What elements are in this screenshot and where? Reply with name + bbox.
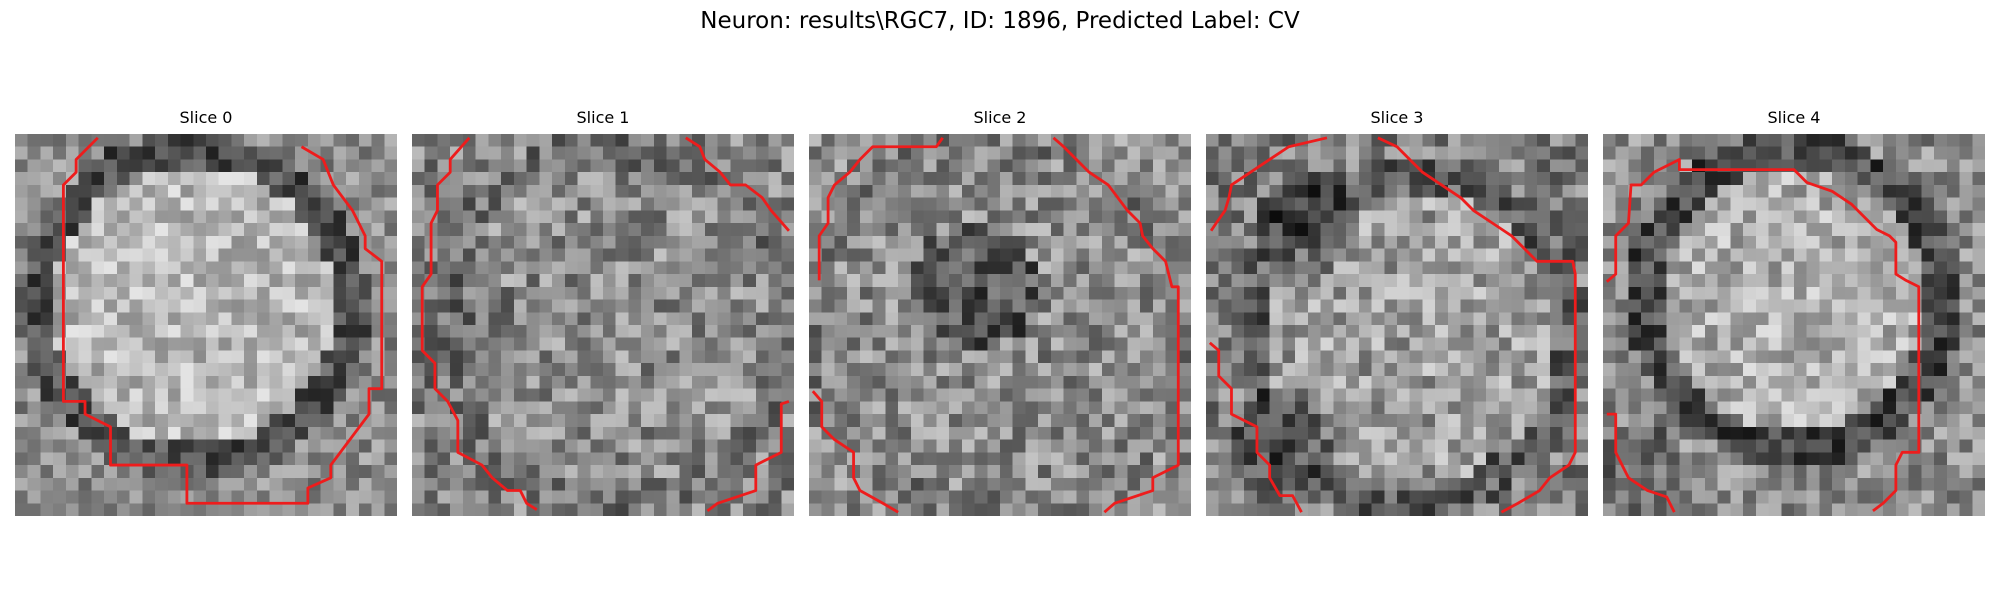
slice-pixels-4 [1603,134,1985,516]
slice-image-4 [1603,134,1985,516]
slice-pixels-3 [1206,134,1588,516]
contour-line [1377,136,1577,514]
contour-overlay-0 [61,136,384,505]
slice-title-1: Slice 1 [576,108,630,127]
slice-title-2: Slice 2 [973,108,1027,127]
contour-line [1605,158,1921,513]
slice-image-2 [809,134,1191,516]
contour-line [420,136,538,511]
slice-image-0 [15,134,397,516]
slice-image-3 [1206,134,1588,516]
slice-title-0: Slice 0 [179,108,233,127]
contour-line [685,136,790,232]
contour-line [1208,341,1303,513]
slice-pixels-2 [809,134,1191,516]
slice-title-3: Slice 3 [1370,108,1424,127]
contour-line [817,137,944,281]
contour-line [1209,136,1328,232]
contour-overlay-1 [420,136,790,513]
contour-line [811,390,899,514]
slice-pixels-0 [15,134,397,516]
slice-pixels-1 [412,134,794,516]
contour-line [706,400,790,513]
slice-title-4: Slice 4 [1767,108,1821,127]
contour-line [61,136,384,505]
figure-title: Neuron: results\RGC7, ID: 1896, Predicte… [700,8,1300,34]
contour-overlay-4 [1605,158,1921,513]
slice-image-1 [412,134,794,516]
contour-line [1606,412,1676,513]
contour-overlay-3 [1208,136,1577,514]
contour-overlay-2 [811,136,1180,514]
contour-line [1052,136,1180,514]
